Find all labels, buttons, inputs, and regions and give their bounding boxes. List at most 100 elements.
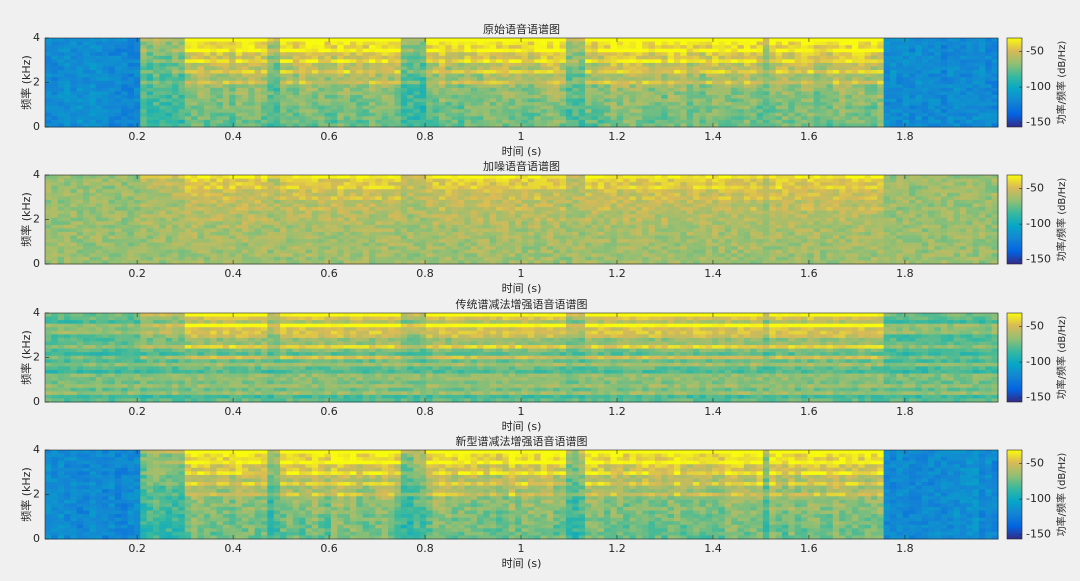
spectrogram-cell (51, 55, 59, 60)
spectrogram-cell (83, 119, 90, 124)
spectrogram-cell (521, 73, 529, 78)
spectrogram-cell (45, 224, 52, 229)
spectrogram-cell (686, 38, 694, 43)
spectrogram-cell (222, 196, 230, 201)
spectrogram-cell (57, 55, 65, 60)
spectrogram-cell (311, 112, 319, 117)
spectrogram-cell (127, 112, 135, 117)
spectrogram-cell (426, 112, 434, 117)
spectrogram-cell (64, 66, 71, 71)
spectrogram-cell (419, 109, 427, 114)
spectrogram-cell (108, 231, 116, 237)
spectrogram-cell (489, 123, 497, 128)
spectrogram-cell (318, 249, 326, 254)
spectrogram-cell (89, 116, 97, 121)
spectrogram-cell (216, 199, 224, 204)
spectrogram-cell (457, 84, 465, 89)
spectrogram-cell (311, 87, 319, 92)
spectrogram-cell (902, 91, 910, 96)
spectrogram-cell (667, 45, 675, 50)
spectrogram-cell (686, 59, 694, 64)
spectrogram-cell (248, 210, 256, 215)
spectrogram-cell (438, 59, 446, 64)
spectrogram-cell (400, 102, 408, 107)
spectrogram-cell (57, 192, 65, 197)
spectrogram-cell (127, 231, 135, 237)
spectrogram-cell (45, 52, 52, 57)
spectrogram-cell (502, 48, 510, 53)
spectrogram-cell (241, 80, 249, 85)
spectrogram-cell (165, 119, 173, 124)
spectrogram-cell (121, 73, 129, 78)
spectrogram-cell (839, 48, 847, 53)
spectrogram-cell (413, 109, 421, 114)
spectrogram-cell (654, 91, 662, 96)
spectrogram-cell (521, 84, 529, 89)
spectrogram-cell (769, 77, 777, 82)
spectrogram-cell (254, 231, 262, 237)
spectrogram-cell (457, 38, 465, 43)
spectrogram-cell (743, 38, 751, 43)
spectrogram-cell (324, 192, 332, 197)
spectrogram-cell (343, 80, 351, 85)
spectrogram-cell (642, 105, 650, 110)
spectrogram-cell (470, 87, 478, 92)
spectrogram-cell (470, 112, 478, 117)
spectrogram-cell (807, 98, 815, 103)
spectrogram-cell (299, 62, 306, 67)
spectrogram-cell (928, 112, 935, 117)
spectrogram-cell (330, 41, 338, 46)
spectrogram-cell (807, 109, 815, 114)
spectrogram-cell (534, 94, 542, 100)
spectrogram-cell (438, 66, 446, 71)
spectrogram-cell (743, 59, 751, 64)
spectrogram-cell (832, 62, 840, 67)
spectrogram-cell (743, 102, 751, 107)
spectrogram-cell (673, 48, 681, 53)
spectrogram-cell (318, 62, 326, 67)
spectrogram-cell (197, 116, 205, 121)
spectrogram-cell (172, 119, 179, 124)
spectrogram-cell (680, 109, 688, 114)
spectrogram-cell (83, 260, 90, 265)
spectrogram-cell (254, 228, 262, 233)
spectrogram-cell (559, 91, 567, 96)
spectrogram-cell (254, 41, 262, 46)
colorbar (1006, 37, 1023, 128)
spectrogram-cell (89, 217, 97, 222)
spectrogram-cell (756, 55, 764, 60)
spectrogram-cell (419, 66, 427, 71)
spectrogram-cell (540, 112, 548, 117)
spectrogram-cell (197, 59, 205, 64)
spectrogram-cell (70, 105, 78, 110)
spectrogram-cell (642, 38, 650, 43)
spectrogram-cell (261, 109, 268, 114)
spectrogram-cell (540, 59, 548, 64)
spectrogram-cell (527, 52, 535, 57)
spectrogram-cell (140, 228, 148, 233)
spectrogram-cell (635, 38, 643, 43)
spectrogram-cell (64, 102, 71, 107)
spectrogram-cell (114, 70, 122, 75)
spectrogram-cell (381, 70, 389, 75)
spectrogram-cell (839, 102, 847, 107)
spectrogram-cell (299, 38, 306, 43)
spectrogram-cell (400, 84, 408, 89)
spectrogram-cell (267, 231, 275, 237)
spectrogram-cell (394, 80, 402, 85)
spectrogram-cell (426, 77, 434, 82)
spectrogram-cell (693, 48, 700, 53)
spectrogram-cell (902, 116, 910, 121)
spectrogram-cell (451, 112, 459, 117)
spectrogram-cell (909, 91, 916, 96)
spectrogram-cell (356, 87, 364, 92)
spectrogram-cell (845, 59, 853, 64)
spectrogram-cell (108, 73, 116, 78)
spectrogram-cell (737, 48, 745, 53)
spectrogram-cell (623, 45, 631, 50)
spectrogram-cell (64, 45, 71, 50)
spectrogram-cell (724, 116, 732, 121)
spectrogram-cell (83, 38, 90, 43)
spectrogram-cell (902, 102, 910, 107)
spectrogram-cell (762, 62, 770, 67)
